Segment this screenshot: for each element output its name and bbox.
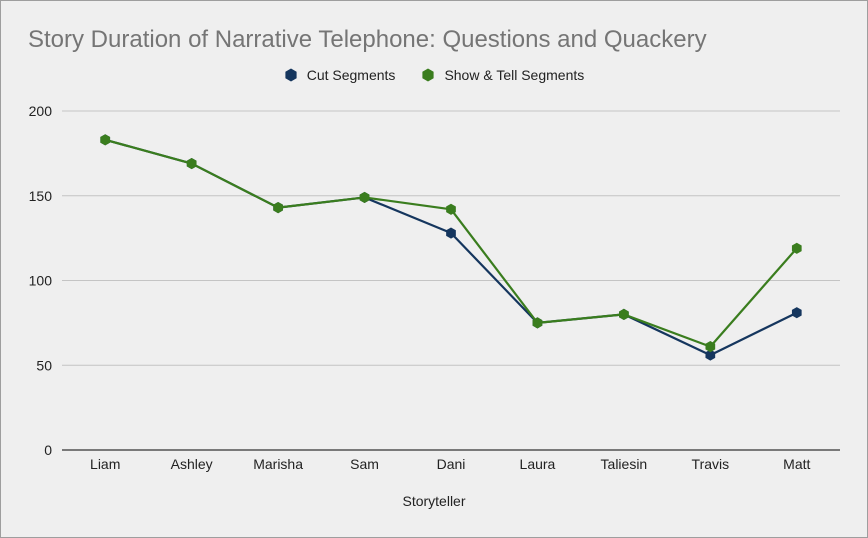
legend-item-show-tell-segments: Show & Tell Segments: [421, 67, 584, 83]
y-tick-label-150: 150: [29, 188, 53, 204]
point-show-tell-segments-taliesin: [619, 308, 629, 320]
point-cut-segments-travis: [705, 349, 716, 361]
x-tick-label-matt: Matt: [783, 456, 810, 472]
y-tick-label-200: 200: [29, 103, 53, 119]
point-show-tell-segments-dani: [446, 203, 456, 215]
x-tick-label-sam: Sam: [350, 456, 379, 472]
point-show-tell-segments-ashley: [186, 157, 197, 170]
legend-marker-show-tell-segments: [422, 68, 435, 82]
x-tick-label-ashley: Ashley: [171, 456, 213, 472]
x-tick-label-laura: Laura: [520, 456, 556, 472]
point-cut-segments-dani: [446, 227, 456, 239]
point-cut-segments-matt: [791, 307, 802, 319]
y-tick-label-0: 0: [44, 442, 52, 458]
x-tick-label-marisha: Marisha: [253, 456, 303, 472]
legend-label-show-tell-segments: Show & Tell Segments: [444, 67, 585, 83]
y-tick-label-100: 100: [29, 273, 53, 289]
point-show-tell-segments-travis: [705, 341, 716, 353]
legend-label-cut-segments: Cut Segments: [306, 67, 396, 83]
x-tick-label-liam: Liam: [90, 456, 120, 472]
legend-item-cut-segments: Cut Segments: [284, 67, 396, 83]
y-tick-label-50: 50: [36, 357, 52, 373]
point-show-tell-segments-laura: [532, 317, 543, 329]
chart-title: Story Duration of Narrative Telephone: Q…: [28, 26, 707, 53]
x-tick-label-dani: Dani: [437, 456, 466, 472]
x-tick-label-travis: Travis: [692, 456, 730, 472]
x-axis-title: Storyteller: [402, 493, 466, 509]
series-line-show-tell-segments: [104, 138, 798, 348]
point-show-tell-segments-matt: [791, 242, 802, 254]
point-show-tell-segments-liam: [100, 134, 111, 146]
point-show-tell-segments-marisha: [273, 202, 283, 214]
point-show-tell-segments-sam: [359, 191, 370, 204]
legend-marker-cut-segments: [285, 68, 297, 82]
chart-legend: Cut Segments Show & Tell Segments: [1, 67, 867, 83]
x-tick-label-taliesin: Taliesin: [601, 456, 648, 472]
